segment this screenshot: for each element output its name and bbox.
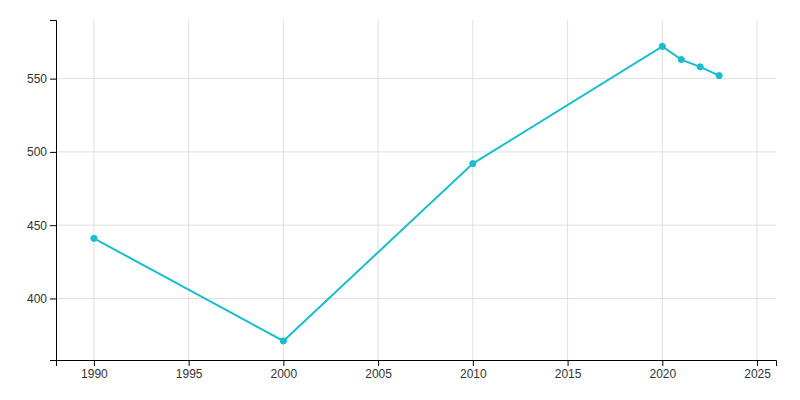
chart: 1990 1995 2000 2005 2010 2015 2020 2025 400 450 50… [0,0,800,400]
tick-label: 1995 [176,367,203,381]
tick: 2025 [744,360,771,381]
tick-mark [189,360,190,366]
grid-line [56,298,776,299]
tick-label: 2005 [365,367,392,381]
plot-area: 1990 1995 2000 2005 2010 2015 2020 2025 400 450 50… [27,20,777,381]
tick: 2000 [271,360,298,381]
point [659,43,665,49]
tick-mark [662,360,663,366]
tick: 500 [27,145,56,159]
tick-label: 2025 [744,367,771,381]
tick-label: 400 [27,292,47,306]
y-axis: 400 450 500 550 [27,21,57,361]
grid-line [56,225,776,226]
tick-label: 1990 [81,367,108,381]
tick-mark [283,360,284,366]
tick-mark [50,298,56,299]
tick-mark [50,225,56,226]
grid [56,20,776,360]
grid-line [56,151,776,152]
grid-line [757,20,758,360]
tick-mark [50,79,56,80]
line [94,46,719,341]
tick: 2010 [460,360,487,381]
x-axis: 1990 1995 2000 2005 2010 2015 2020 2025 [57,360,777,381]
grid-line [188,20,189,360]
tick-label: 2015 [555,367,582,381]
grid-line [662,20,663,360]
grid-line [283,20,284,360]
tick: 450 [27,219,56,233]
tick-mark [50,152,56,153]
tick-mark [568,360,569,366]
tick-label: 450 [27,219,47,233]
tick: 400 [27,292,56,306]
series [91,43,722,344]
tick-label: 500 [27,145,47,159]
point [91,235,97,241]
tick-label: 550 [27,72,47,86]
axis-line [57,361,777,367]
grid-line [378,20,379,360]
tick: 2020 [649,360,676,381]
tick: 2015 [555,360,582,381]
tick: 1990 [81,360,108,381]
tick: 2005 [365,360,392,381]
point [697,64,703,70]
grid-line [56,78,776,79]
tick-mark [473,360,474,366]
point [678,56,684,62]
axis-line [50,21,57,361]
tick-label: 2010 [460,367,487,381]
tick: 1995 [176,360,203,381]
point [470,161,476,167]
tick: 550 [27,72,56,86]
grid-line [472,20,473,360]
point [280,338,286,344]
grid-line [93,20,94,360]
tick-label: 2000 [271,367,298,381]
tick-mark [94,360,95,366]
tick-label: 2020 [649,367,676,381]
tick-mark [378,360,379,366]
grid-line [567,20,568,360]
tick-mark [757,360,758,366]
point [716,73,722,79]
